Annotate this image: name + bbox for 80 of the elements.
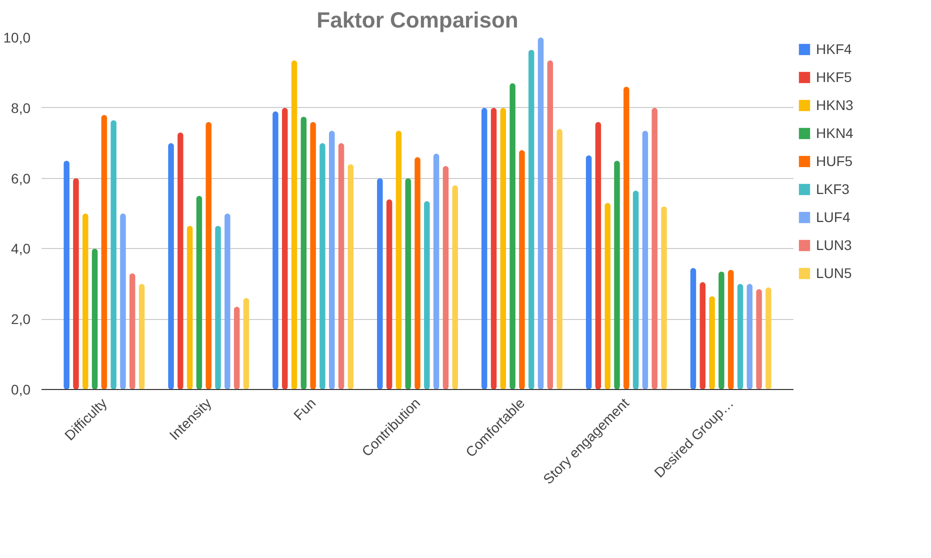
bar: [101, 114, 108, 390]
y-tick-label: 8,0: [11, 100, 31, 116]
bar: [556, 129, 562, 390]
bar: [310, 122, 316, 390]
bar: [746, 284, 753, 390]
bar: [129, 273, 136, 390]
bar: [442, 166, 449, 390]
legend-label: HUF5: [816, 153, 853, 169]
legend-label: HKN4: [816, 125, 854, 141]
bar: [756, 289, 762, 390]
legend-label: LUN3: [816, 237, 852, 253]
bar: [291, 60, 298, 390]
bar: [510, 83, 516, 390]
bar: [452, 185, 458, 390]
bar: [595, 122, 602, 390]
bar: [766, 287, 772, 390]
bar: [433, 154, 440, 390]
bar: [396, 130, 402, 390]
bar: [709, 296, 715, 390]
bar: [234, 306, 240, 390]
bar: [661, 206, 667, 390]
bar: [178, 132, 184, 390]
bar: [215, 226, 221, 390]
legend-label: LKF3: [816, 181, 850, 197]
bar: [700, 282, 706, 390]
bar: [64, 160, 70, 390]
bar: [604, 202, 610, 390]
chart-title: Faktor Comparison: [316, 8, 518, 32]
bar: [586, 155, 592, 390]
y-tick-label: 4,0: [11, 240, 31, 257]
legend-label: LUN5: [816, 265, 852, 281]
bar: [414, 157, 420, 390]
bar: [73, 178, 79, 390]
bar: [196, 196, 202, 390]
y-tick-label: 10,0: [3, 30, 31, 46]
legend-label: HKN3: [816, 97, 854, 113]
bar: [490, 108, 497, 390]
bar: [282, 108, 288, 390]
bar: [624, 86, 630, 390]
bar: [481, 108, 488, 390]
bar: [652, 108, 658, 390]
bar: [120, 214, 126, 390]
bar: [547, 60, 554, 390]
legend-label: HKF5: [816, 69, 852, 85]
bar: [300, 116, 307, 390]
bar: [519, 150, 525, 390]
bar: [320, 143, 326, 390]
bar: [186, 226, 193, 390]
bar: [328, 130, 335, 390]
bar: [243, 298, 250, 390]
bar: [737, 284, 744, 390]
bar: [642, 130, 648, 390]
bar: [206, 122, 212, 390]
bar: [348, 164, 354, 390]
bar: [338, 143, 344, 390]
bar: [272, 111, 278, 390]
bar: [718, 272, 724, 390]
bar: [377, 178, 383, 390]
bar: [728, 270, 734, 390]
bar: [224, 214, 230, 390]
bar: [690, 268, 696, 390]
y-tick-label: 0,0: [11, 382, 31, 398]
bar: [138, 284, 145, 390]
bar: [614, 160, 620, 390]
legend-label: HKF4: [816, 41, 852, 57]
bar: [538, 38, 544, 390]
bar: [168, 143, 174, 390]
x-tick-label: Fun: [290, 394, 319, 424]
bar: [82, 214, 88, 390]
bar: [500, 108, 506, 390]
bar: [405, 178, 411, 390]
bar: [632, 190, 639, 390]
bar: [92, 248, 98, 390]
y-tick-label: 6,0: [11, 170, 31, 186]
y-tick-label: 2,0: [11, 311, 31, 328]
legend-label: LUF4: [816, 209, 850, 225]
bar: [424, 201, 430, 390]
bar: [386, 199, 392, 390]
bar: [110, 120, 116, 390]
bar: [528, 50, 534, 390]
